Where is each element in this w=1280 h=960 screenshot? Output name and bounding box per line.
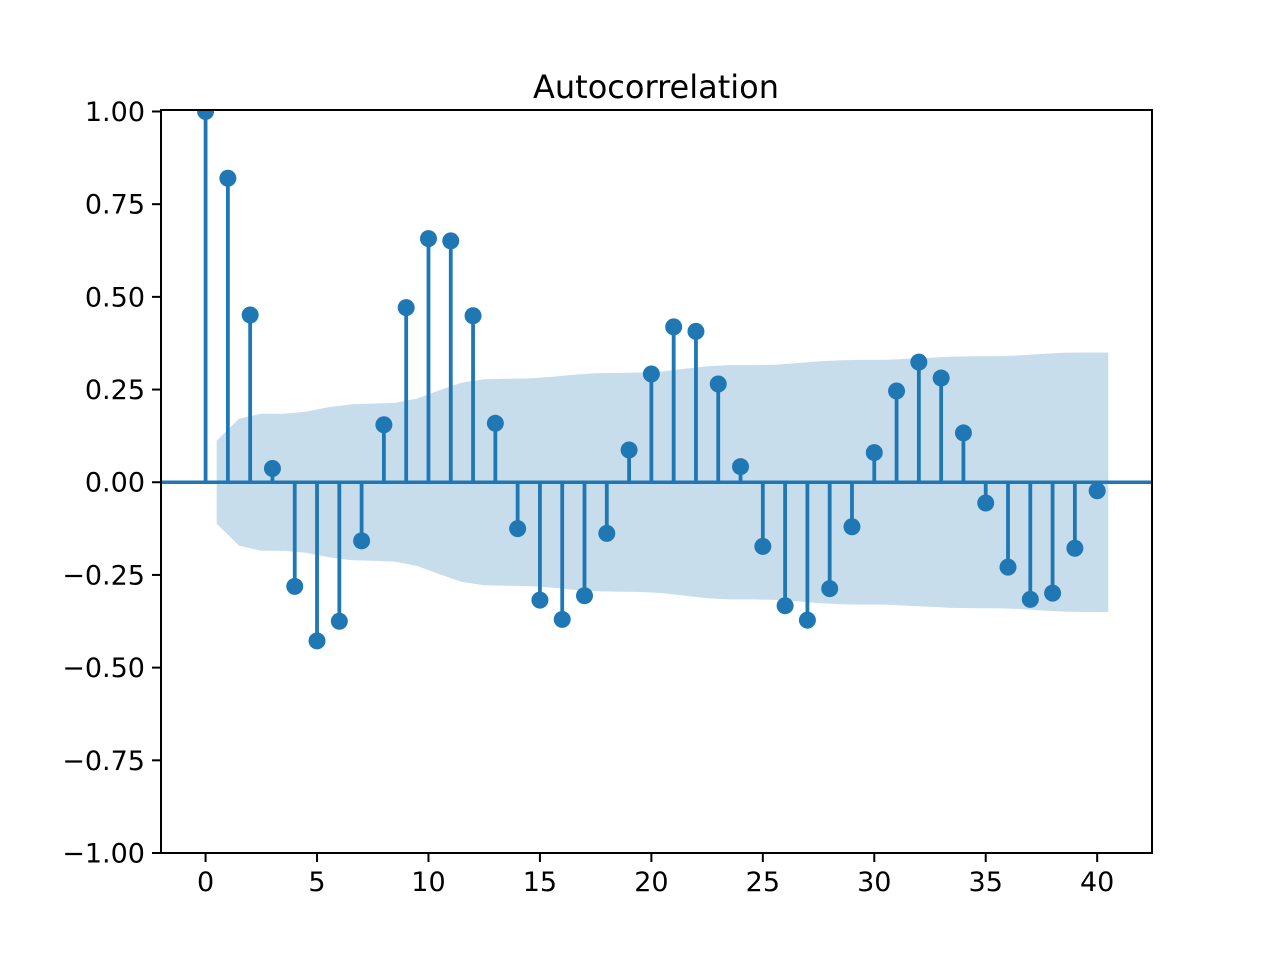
marker-lag-7 <box>353 532 371 550</box>
marker-lag-25 <box>754 537 772 555</box>
marker-lag-38 <box>1044 584 1062 602</box>
marker-lag-9 <box>397 299 415 317</box>
marker-lag-28 <box>821 580 839 598</box>
x-axis-ticks <box>204 853 1099 862</box>
x-tick-label-15: 15 <box>523 867 557 898</box>
marker-lag-36 <box>999 558 1017 576</box>
marker-lag-1 <box>219 169 237 187</box>
marker-lag-24 <box>732 458 750 476</box>
x-tick-label-0: 0 <box>197 867 214 898</box>
y-axis-ticks <box>152 110 161 854</box>
marker-lag-29 <box>843 518 861 536</box>
y-tick-label-0.00: 0.00 <box>85 468 145 499</box>
marker-lag-8 <box>375 416 393 434</box>
x-axis-tick-labels: 0 5 10 15 20 25 30 35 40 <box>197 867 1114 898</box>
marker-lag-5 <box>308 632 326 650</box>
marker-lag-23 <box>709 375 727 393</box>
marker-lag-30 <box>865 444 883 462</box>
chart-title: Autocorrelation <box>533 68 779 106</box>
marker-lag-0 <box>197 110 215 120</box>
marker-lag-19 <box>620 441 638 459</box>
marker-lag-3 <box>263 460 281 478</box>
y-tick-label-−1.00: −1.00 <box>62 839 145 870</box>
x-tick-label-30: 30 <box>857 867 891 898</box>
marker-lag-2 <box>241 306 259 324</box>
marker-lag-40 <box>1088 482 1106 500</box>
marker-lag-14 <box>509 520 527 538</box>
y-tick-label-−0.25: −0.25 <box>62 560 145 591</box>
marker-lag-4 <box>286 577 304 595</box>
marker-lag-15 <box>531 591 549 609</box>
x-tick-label-10: 10 <box>411 867 445 898</box>
marker-lag-31 <box>888 382 906 400</box>
marker-lag-12 <box>464 307 482 325</box>
x-tick-label-40: 40 <box>1080 867 1114 898</box>
marker-lag-13 <box>486 414 504 432</box>
y-tick-label-0.25: 0.25 <box>85 375 145 406</box>
x-tick-label-20: 20 <box>634 867 668 898</box>
y-tick-label-0.75: 0.75 <box>85 190 145 221</box>
marker-lag-22 <box>687 322 705 340</box>
y-tick-label-−0.75: −0.75 <box>62 746 145 777</box>
x-tick-label-25: 25 <box>746 867 780 898</box>
marker-lag-6 <box>330 612 348 630</box>
y-tick-label-−0.50: −0.50 <box>62 653 145 684</box>
marker-layer <box>197 110 1106 650</box>
marker-lag-11 <box>442 232 460 250</box>
marker-lag-20 <box>642 365 660 383</box>
marker-lag-21 <box>665 318 683 336</box>
marker-lag-27 <box>798 611 816 629</box>
y-axis-tick-labels: 1.00 0.75 0.50 0.25 0.00 −0.25 −0.50 −0.75 −1.00 <box>62 97 145 870</box>
marker-lag-32 <box>910 353 928 371</box>
marker-lag-37 <box>1021 590 1039 608</box>
stem-layer <box>203 111 1100 641</box>
x-tick-label-5: 5 <box>308 867 325 898</box>
y-tick-label-1.00: 1.00 <box>85 97 145 128</box>
marker-lag-16 <box>553 610 571 628</box>
marker-lag-17 <box>576 587 594 605</box>
marker-lag-35 <box>977 494 995 512</box>
x-tick-label-35: 35 <box>969 867 1003 898</box>
marker-lag-39 <box>1066 539 1084 557</box>
y-tick-label-0.50: 0.50 <box>85 282 145 313</box>
marker-lag-34 <box>954 424 972 442</box>
marker-lag-10 <box>419 230 437 248</box>
marker-lag-33 <box>932 369 950 387</box>
marker-lag-18 <box>598 524 616 542</box>
marker-lag-26 <box>776 597 794 615</box>
